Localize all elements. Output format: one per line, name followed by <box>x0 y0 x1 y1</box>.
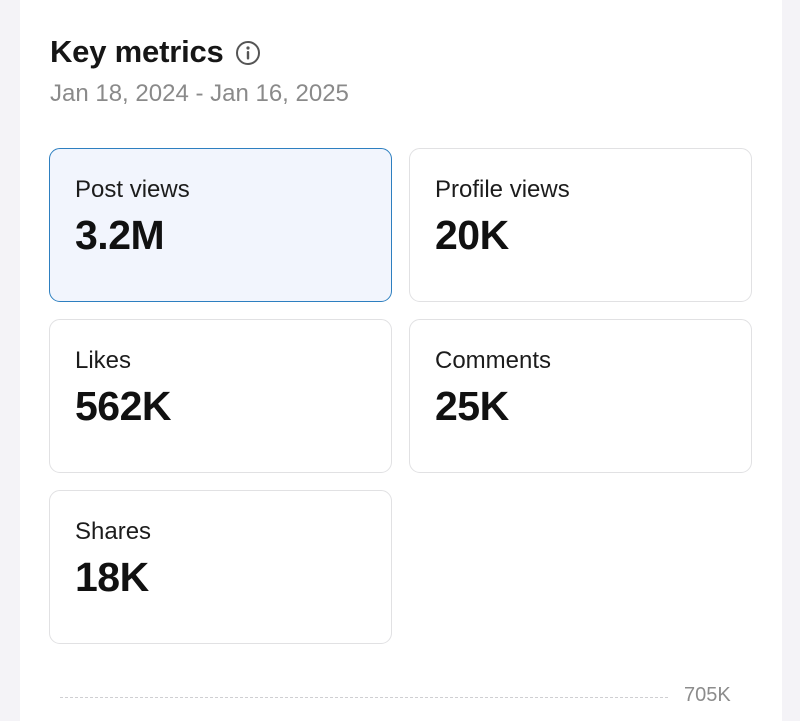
page-title: Key metrics <box>50 34 224 69</box>
metric-card-post-views[interactable]: Post views 3.2M <box>49 148 392 302</box>
metric-label: Profile views <box>435 176 570 203</box>
info-circle-icon[interactable] <box>235 40 261 66</box>
metric-label: Shares <box>75 518 152 545</box>
date-range: Jan 18, 2024 - Jan 16, 2025 <box>50 80 349 107</box>
key-metrics-header: Key metrics Jan 18, 2024 - Jan 16, 2025 <box>50 30 349 108</box>
chart-gridline <box>60 697 668 698</box>
metric-label: Likes <box>75 347 132 374</box>
metric-value: 18K <box>75 554 149 600</box>
metric-value: 3.2M <box>75 212 165 258</box>
metric-card-comments[interactable]: Comments 25K <box>409 319 752 473</box>
metric-value: 562K <box>75 383 172 429</box>
chart-area: 705K <box>60 684 772 714</box>
metric-card-profile-views[interactable]: Profile views 20K <box>409 148 752 302</box>
metric-label: Post views <box>75 176 190 203</box>
metric-label: Comments <box>435 347 552 374</box>
key-metrics-panel: Key metrics Jan 18, 2024 - Jan 16, 2025 … <box>20 0 782 721</box>
y-axis-tick-label: 705K <box>684 684 731 706</box>
metric-card-likes[interactable]: Likes 562K <box>49 319 392 473</box>
metrics-grid: Post views 3.2M Profile views 20K Likes … <box>49 148 752 644</box>
metric-value: 25K <box>435 383 509 429</box>
metric-card-shares[interactable]: Shares 18K <box>49 490 392 644</box>
metric-value: 20K <box>435 212 509 258</box>
title-row: Key metrics <box>50 30 349 74</box>
